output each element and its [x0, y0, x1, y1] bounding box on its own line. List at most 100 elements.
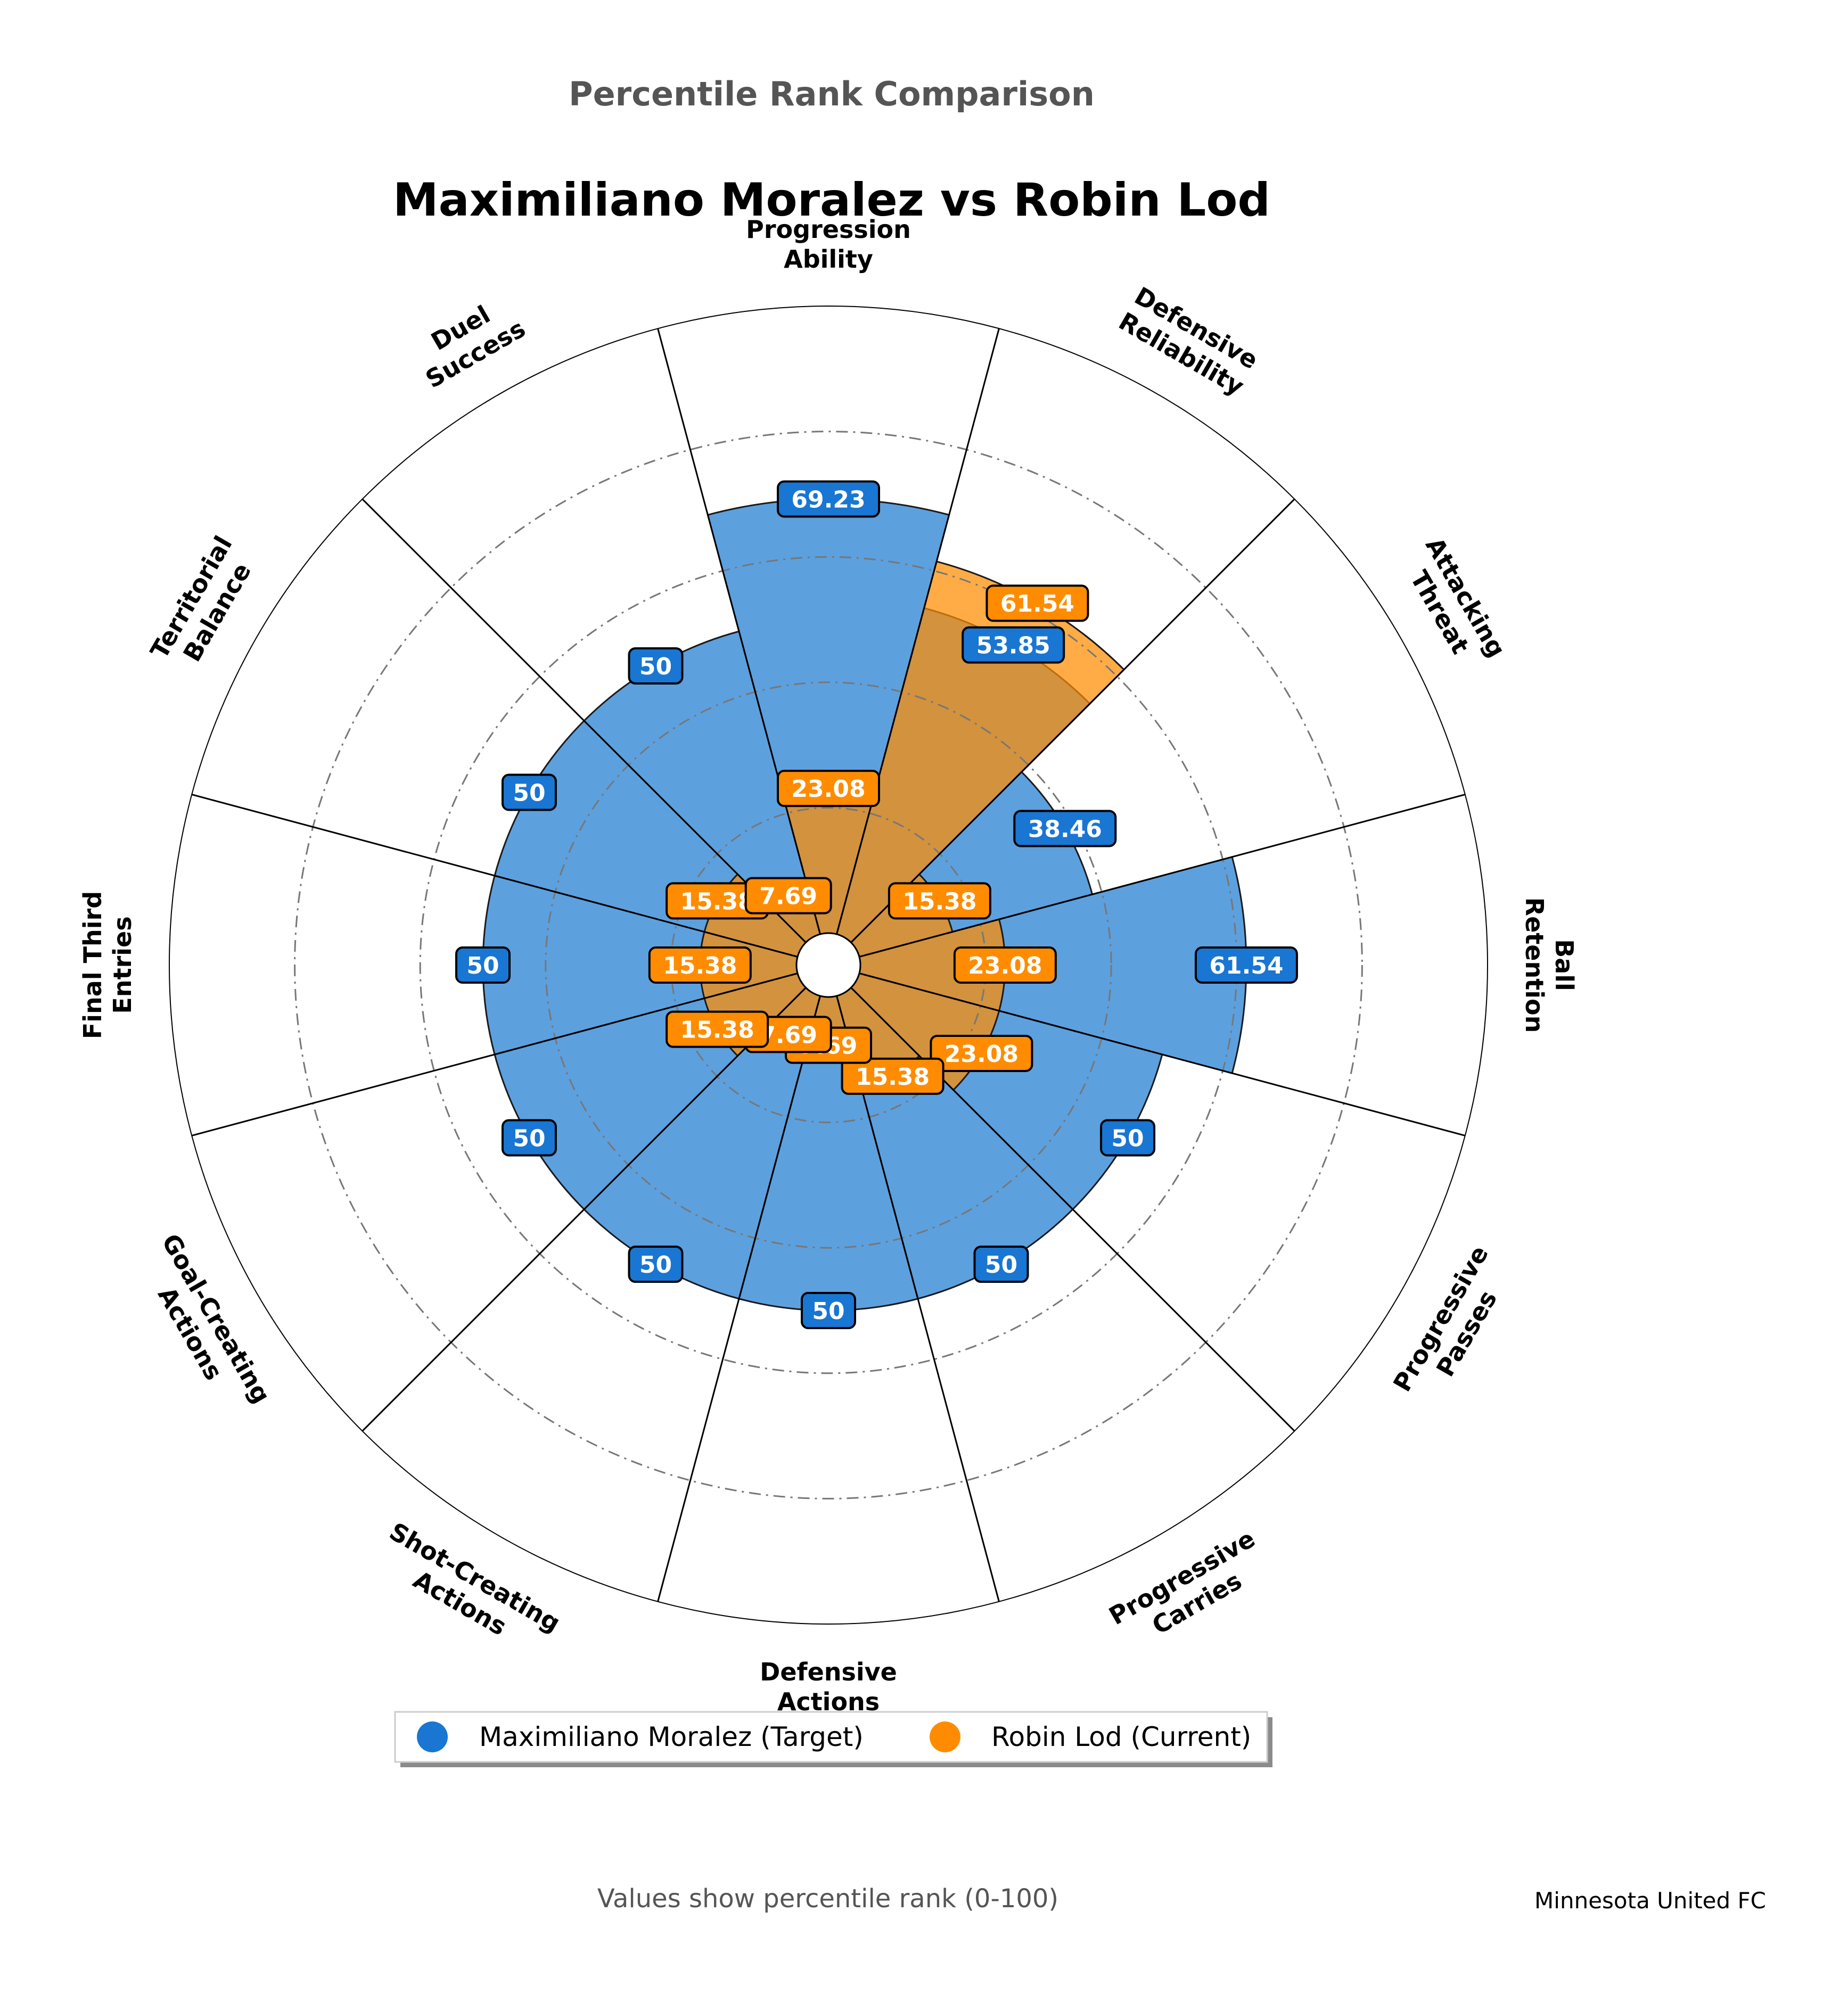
value-label-target-11-text: 50 [639, 653, 672, 680]
value-label-target-4-box [1100, 1119, 1156, 1157]
value-label-current-4-text: 23.08 [944, 1041, 1019, 1068]
value-label-target-1-box [962, 626, 1065, 664]
value-label-current-9-box [648, 946, 752, 984]
value-label-current-0-text: 23.08 [791, 776, 865, 803]
value-label-current-7-text: 7.69 [759, 1021, 817, 1049]
value-label-current-11: 7.69 [744, 877, 832, 914]
spoke-11 [657, 328, 821, 935]
plot-area: 69.23 23.08 53.85 61.54 38.46 15.38 61.54 23.08… [78, 215, 1579, 1716]
value-label-current-1: 61.54 [985, 584, 1089, 622]
value-label-current-0: 23.08 [777, 770, 880, 808]
category-label-9-line-0: Final Third [78, 891, 107, 1039]
value-label-target-4-text: 50 [1111, 1125, 1144, 1152]
value-label-target-11: 50 [628, 647, 684, 685]
legend-box [394, 1711, 1268, 1763]
value-label-current-2-box [888, 882, 991, 920]
value-label-target-11-box [628, 647, 684, 685]
value-label-current-3-text: 23.08 [968, 952, 1042, 979]
value-label-target-2-box [1013, 810, 1117, 847]
category-label-3-line-0: Ball [1550, 939, 1579, 991]
value-label-current-5-box [841, 1057, 944, 1095]
value-label-current-0-box [777, 770, 880, 808]
value-label-target-5-box [973, 1246, 1029, 1283]
value-label-target-8-box [501, 1119, 557, 1157]
value-label-target-3-box [1194, 946, 1298, 984]
value-label-current-5: 15.38 [841, 1057, 944, 1095]
spoke-8 [191, 973, 798, 1136]
value-label-current-10-text: 15.38 [680, 888, 754, 915]
value-label-target-7-text: 50 [639, 1251, 672, 1279]
legend-label-current: Robin Lod (Current) [991, 1721, 1251, 1752]
spoke-2 [859, 794, 1466, 958]
spoke-0 [836, 328, 1000, 935]
legend-label-target: Maximiliano Moralez (Target) [479, 1721, 864, 1752]
category-label-0-line-0: Progression [746, 215, 911, 244]
category-label-9: Final Third Entries [78, 891, 137, 1039]
value-label-current-9: 15.38 [648, 946, 752, 984]
category-label-3-line-1: Retention [1520, 897, 1549, 1033]
spoke-1 [850, 498, 1295, 943]
value-label-current-2: 15.38 [888, 882, 991, 920]
value-label-target-10-box [501, 773, 557, 811]
category-label-0-line-1: Ability [784, 245, 873, 274]
value-label-target-6: 50 [801, 1292, 856, 1329]
value-label-current-3-box [953, 946, 1057, 984]
value-label-current-8-box [666, 1010, 769, 1048]
value-label-target-5-text: 50 [985, 1251, 1017, 1279]
category-label-9-line-1: Entries [108, 916, 137, 1014]
value-label-current-5-text: 15.38 [856, 1064, 930, 1091]
value-label-current-8-text: 15.38 [680, 1017, 754, 1044]
value-label-target-9: 50 [455, 946, 511, 984]
value-label-target-1-text: 53.85 [976, 632, 1050, 660]
value-label-current-4: 23.08 [930, 1034, 1033, 1072]
value-label-current-1-box [985, 584, 1089, 622]
value-label-current-11-text: 7.69 [759, 883, 817, 910]
center-hole [795, 932, 861, 998]
value-label-target-0-text: 69.23 [791, 486, 865, 513]
spoke-6 [657, 995, 821, 1602]
value-label-target-6-text: 50 [812, 1298, 844, 1325]
footer-note: Values show percentile rank (0-100) [597, 1884, 1058, 1914]
value-label-target-3: 61.54 [1194, 946, 1298, 984]
value-label-target-2-text: 38.46 [1028, 815, 1102, 843]
value-label-target-8: 50 [501, 1119, 557, 1157]
club-name: Minnesota United FC [1534, 1888, 1766, 1914]
grid-ring-40 [545, 681, 1112, 1249]
value-label-target-4: 50 [1100, 1119, 1156, 1157]
value-label-current-11-box [744, 877, 832, 914]
grid-ring-80 [294, 431, 1363, 1499]
value-label-target-1: 53.85 [962, 626, 1065, 664]
value-label-target-2: 38.46 [1013, 810, 1117, 847]
value-label-current-8: 15.38 [666, 1010, 769, 1048]
spoke-10 [362, 498, 807, 943]
value-label-target-9-box [455, 946, 511, 984]
spoke-3 [859, 973, 1466, 1136]
spoke-7 [362, 987, 807, 1432]
value-label-current-3: 23.08 [953, 946, 1057, 984]
value-label-target-8-text: 50 [513, 1125, 545, 1152]
legend: Maximiliano Moralez (Target) Robin Lod (… [394, 1711, 1272, 1767]
value-label-current-4-box [930, 1034, 1033, 1072]
value-label-target-10: 50 [501, 773, 557, 811]
value-label-target-0-box [777, 480, 880, 518]
spoke-9 [191, 794, 798, 958]
legend-marker-current [930, 1721, 960, 1752]
legend-marker-target [417, 1721, 448, 1752]
outer-circle [169, 306, 1488, 1625]
value-label-target-9-text: 50 [466, 952, 499, 979]
value-label-target-10-text: 50 [513, 780, 545, 807]
value-label-target-7-box [628, 1246, 684, 1283]
value-label-target-3-text: 61.54 [1209, 952, 1283, 979]
value-label-target-7: 50 [628, 1246, 684, 1283]
value-label-target-0: 69.23 [777, 480, 880, 518]
value-label-target-5: 50 [973, 1246, 1029, 1283]
